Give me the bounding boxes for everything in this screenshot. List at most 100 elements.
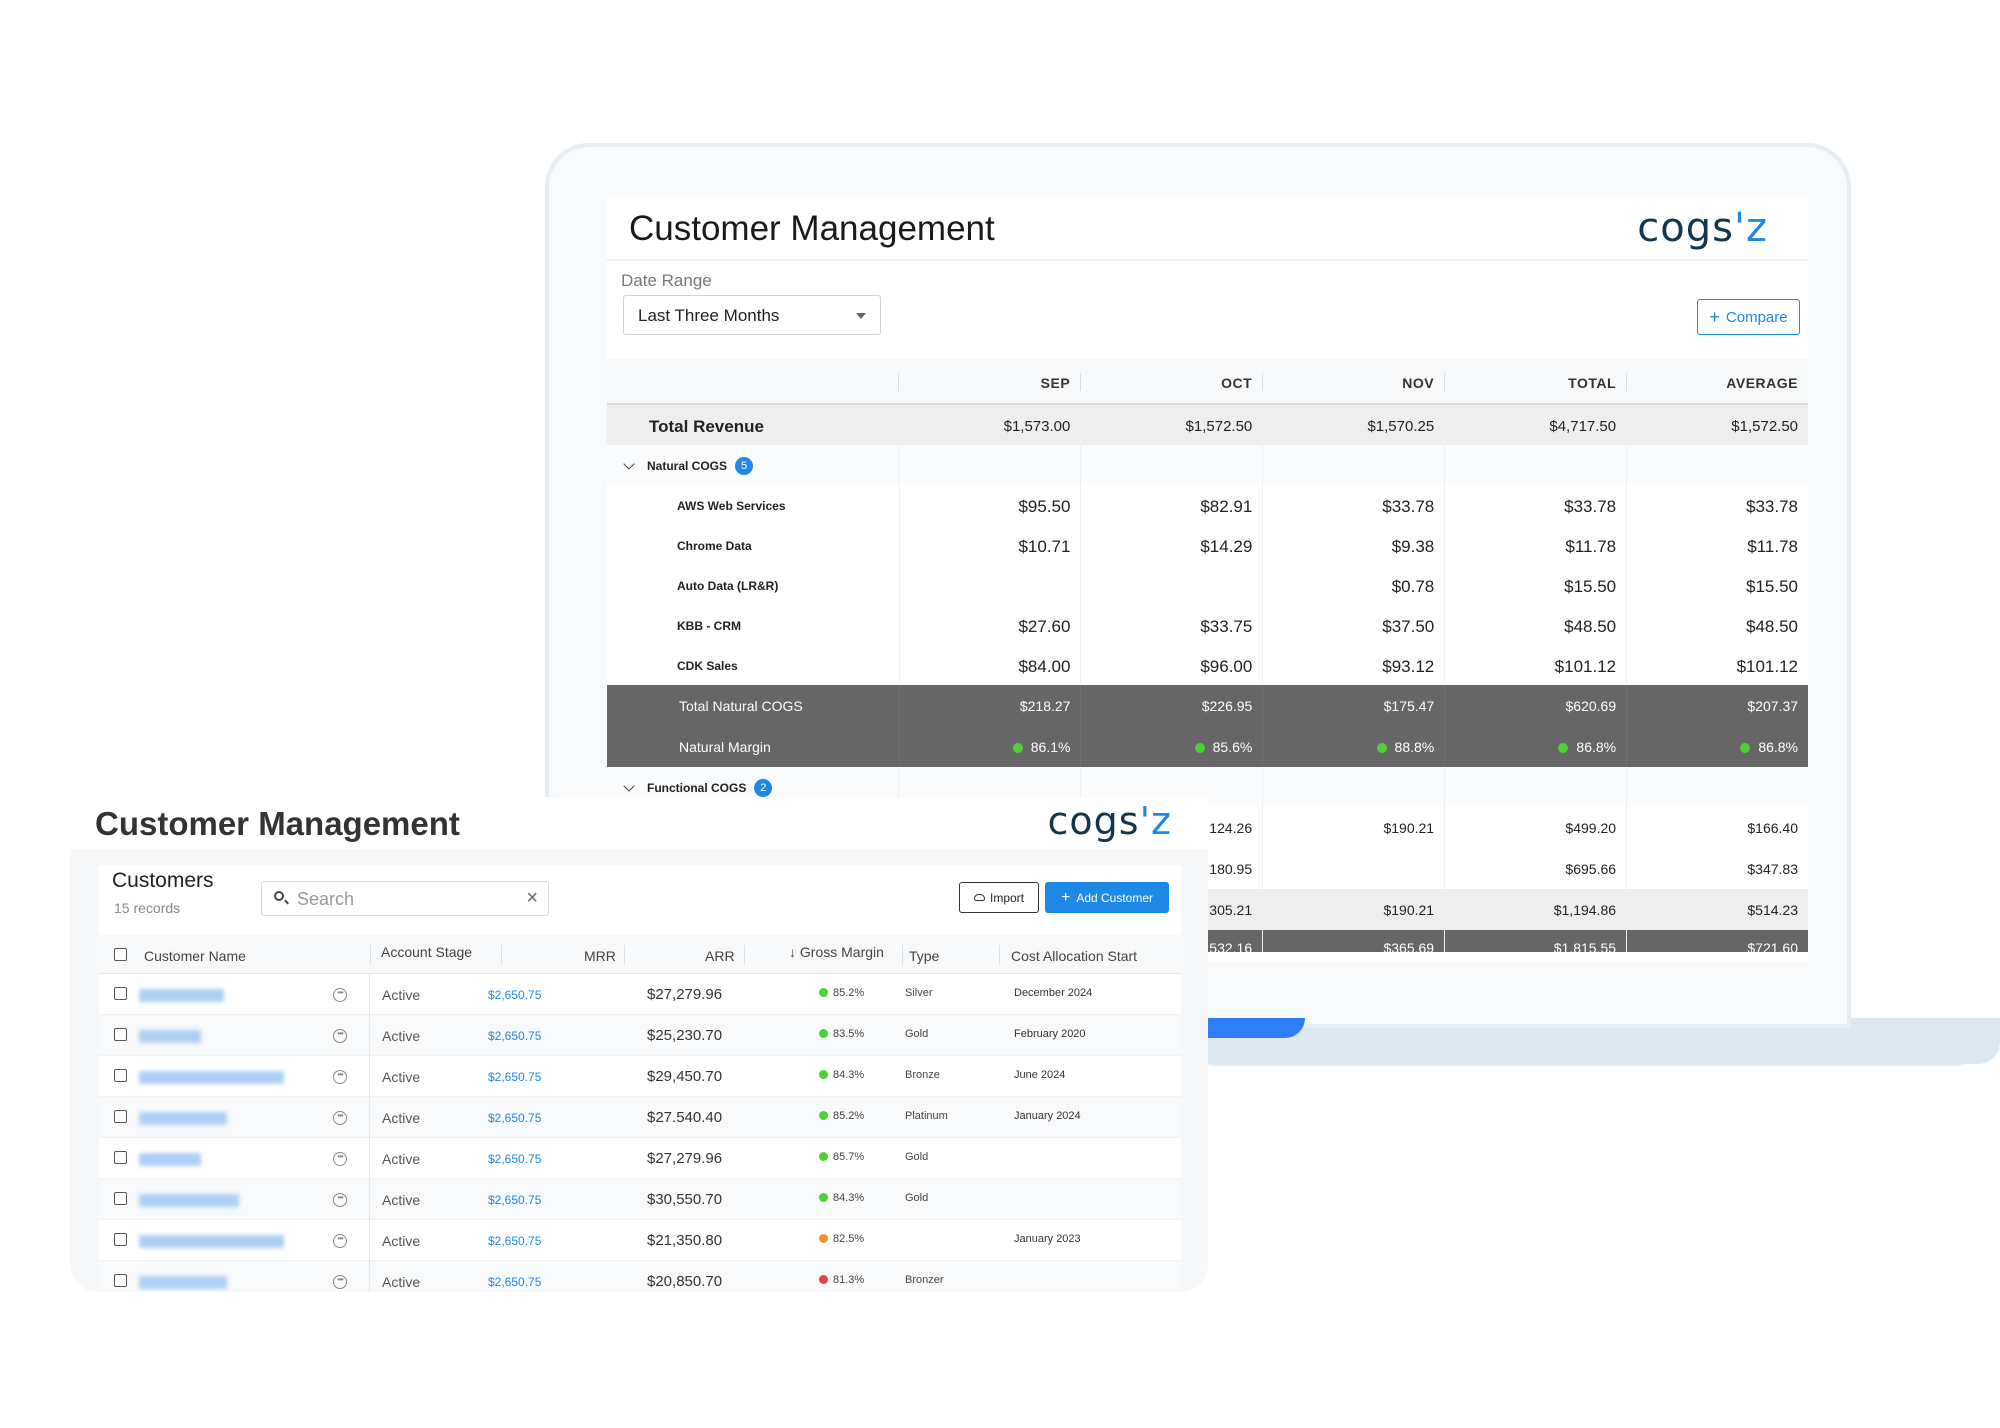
column-header-cost-allocation-start[interactable]: Cost Allocation Start bbox=[1011, 948, 1138, 964]
table-row[interactable]: ••• Active $2,650.75 $25,230.70 83.5% Gold Feb… bbox=[99, 1015, 1181, 1056]
cell-value: 86.8% bbox=[1758, 739, 1799, 755]
status-dot-icon bbox=[819, 988, 828, 997]
gross-margin-cell: 84.3% bbox=[819, 1192, 864, 1204]
column-divider bbox=[501, 945, 502, 965]
select-all-checkbox[interactable] bbox=[114, 948, 127, 961]
cell-value: $82.91 bbox=[1080, 485, 1262, 525]
more-icon[interactable]: ••• bbox=[333, 1070, 347, 1084]
table-row[interactable]: ••• Active $2,650.75 $29,450.70 84.3% Bronze J… bbox=[99, 1056, 1181, 1097]
account-stage: Active bbox=[382, 1233, 421, 1249]
column-header[interactable]: AVERAGE bbox=[1626, 373, 1808, 391]
column-header[interactable]: SEP bbox=[898, 373, 1080, 391]
compare-button[interactable]: + Compare bbox=[1697, 299, 1800, 335]
date-range-select[interactable]: Last Three Months bbox=[623, 295, 881, 335]
mrr-value[interactable]: $2,650.75 bbox=[488, 1193, 542, 1207]
table-row[interactable]: ••• Active $2,650.75 $27,279.96 85.2% Silver D… bbox=[99, 974, 1181, 1015]
row-label: AWS Web Services bbox=[677, 499, 786, 513]
mrr-value[interactable]: $2,650.75 bbox=[488, 1275, 542, 1289]
natural-cogs-group[interactable]: Natural COGS 5 bbox=[607, 445, 1808, 485]
more-icon[interactable]: ••• bbox=[333, 1193, 347, 1207]
cell-value: $218.27 bbox=[898, 685, 1081, 726]
row-checkbox[interactable] bbox=[114, 1110, 127, 1123]
more-icon[interactable]: ••• bbox=[333, 1152, 347, 1166]
customer-name-redacted[interactable] bbox=[139, 1194, 239, 1207]
gross-margin-cell: 85.2% bbox=[819, 1110, 864, 1122]
customer-name-redacted[interactable] bbox=[139, 1112, 227, 1125]
cell-value: $27.60 bbox=[898, 605, 1081, 645]
column-header[interactable]: TOTAL bbox=[1444, 373, 1626, 391]
import-button[interactable]: Import bbox=[959, 882, 1039, 913]
column-header[interactable]: OCT bbox=[1080, 373, 1262, 391]
plus-icon: + bbox=[1060, 888, 1071, 906]
more-icon[interactable]: ••• bbox=[333, 1234, 347, 1248]
mrr-value[interactable]: $2,650.75 bbox=[488, 988, 542, 1002]
row-checkbox[interactable] bbox=[114, 1192, 127, 1205]
close-icon[interactable]: × bbox=[526, 887, 538, 909]
cell-value: $33.78 bbox=[1626, 485, 1808, 525]
column-divider bbox=[369, 1097, 370, 1138]
column-header-type[interactable]: Type bbox=[909, 948, 940, 964]
column-header-gross-margin[interactable]: ↓ Gross Margin bbox=[789, 944, 884, 960]
chevron-down-icon[interactable] bbox=[623, 780, 635, 792]
column-header-gross-margin-label: Gross Margin bbox=[799, 944, 884, 960]
cell-value bbox=[898, 565, 1081, 605]
more-icon[interactable]: ••• bbox=[333, 1029, 347, 1043]
caret-down-icon bbox=[856, 313, 866, 319]
gross-margin-value: 85.2% bbox=[833, 1110, 865, 1122]
more-icon[interactable]: ••• bbox=[333, 1275, 347, 1289]
table-row[interactable]: ••• Active $2,650.75 $20,850.70 81.3% Bronzer bbox=[99, 1261, 1181, 1292]
account-stage: Active bbox=[382, 1151, 421, 1167]
row-checkbox[interactable] bbox=[114, 1274, 127, 1287]
mrr-value[interactable]: $2,650.75 bbox=[488, 1111, 542, 1125]
row-checkbox[interactable] bbox=[114, 987, 127, 1000]
mrr-value[interactable]: $2,650.75 bbox=[488, 1029, 542, 1043]
import-label: Import bbox=[989, 890, 1024, 905]
mrr-value[interactable]: $2,650.75 bbox=[488, 1152, 542, 1166]
row-checkbox[interactable] bbox=[114, 1233, 127, 1246]
chevron-down-icon[interactable] bbox=[623, 458, 635, 470]
column-header-arr[interactable]: ARR bbox=[705, 948, 735, 964]
cell-value: $226.95 bbox=[1080, 685, 1262, 726]
margin-cell: 85.6% bbox=[1080, 726, 1262, 767]
cost-allocation-start: February 2020 bbox=[1014, 1028, 1086, 1040]
row-checkbox[interactable] bbox=[114, 1028, 127, 1041]
column-divider bbox=[744, 945, 745, 965]
search-box[interactable]: × bbox=[261, 881, 549, 916]
gross-margin-cell: 81.3% bbox=[819, 1274, 864, 1286]
row-label: Total Revenue bbox=[649, 417, 764, 436]
row-checkbox[interactable] bbox=[114, 1069, 127, 1082]
table-row[interactable]: ••• Active $2,650.75 $27.540.40 85.2% Platinu… bbox=[99, 1097, 1181, 1138]
table-row[interactable]: ••• Active $2,650.75 $21,350.80 82.5% January… bbox=[99, 1220, 1181, 1261]
mrr-value[interactable]: $2,650.75 bbox=[488, 1070, 542, 1084]
column-header[interactable]: NOV bbox=[1262, 373, 1444, 391]
logo-mark: 'z bbox=[1734, 205, 1768, 251]
customer-name-redacted[interactable] bbox=[139, 1276, 227, 1289]
table-row[interactable]: ••• Active $2,650.75 $27,279.96 85.7% Gold bbox=[99, 1138, 1181, 1179]
more-icon[interactable]: ••• bbox=[333, 1111, 347, 1125]
row-checkbox[interactable] bbox=[114, 1151, 127, 1164]
customer-name-redacted[interactable] bbox=[139, 1030, 201, 1043]
cell-value: $11.78 bbox=[1444, 525, 1626, 565]
customer-name-redacted[interactable] bbox=[139, 1235, 284, 1248]
gross-margin-value: 84.3% bbox=[833, 1192, 865, 1204]
column-header-mrr[interactable]: MRR bbox=[584, 948, 616, 964]
table-row[interactable]: ••• Active $2,650.75 $30,550.70 84.3% Gold bbox=[99, 1179, 1181, 1220]
column-header-stage[interactable]: Account Stage bbox=[381, 944, 473, 960]
customer-name-redacted[interactable] bbox=[139, 1071, 284, 1084]
cell-value: $96.00 bbox=[1080, 645, 1262, 685]
more-icon[interactable]: ••• bbox=[333, 988, 347, 1002]
column-divider bbox=[369, 1261, 370, 1292]
finance-header: Customer Management cogs'z bbox=[607, 197, 1808, 261]
column-divider bbox=[369, 1220, 370, 1261]
customer-name-redacted[interactable] bbox=[139, 989, 224, 1002]
customer-name-redacted[interactable] bbox=[139, 1153, 201, 1166]
cell-value: $1,570.25 bbox=[1262, 405, 1444, 445]
column-header-name[interactable]: Customer Name bbox=[144, 948, 246, 964]
mrr-value[interactable]: $2,650.75 bbox=[488, 1234, 542, 1248]
search-input[interactable] bbox=[297, 888, 507, 910]
add-customer-button[interactable]: + Add Customer bbox=[1045, 882, 1169, 913]
empty-cell bbox=[1626, 767, 1808, 807]
cell-value: $620.69 bbox=[1444, 685, 1626, 726]
table-header-row: SEP OCT NOV TOTAL AVERAGE bbox=[607, 359, 1808, 403]
gross-margin-value: 81.3% bbox=[833, 1274, 865, 1286]
